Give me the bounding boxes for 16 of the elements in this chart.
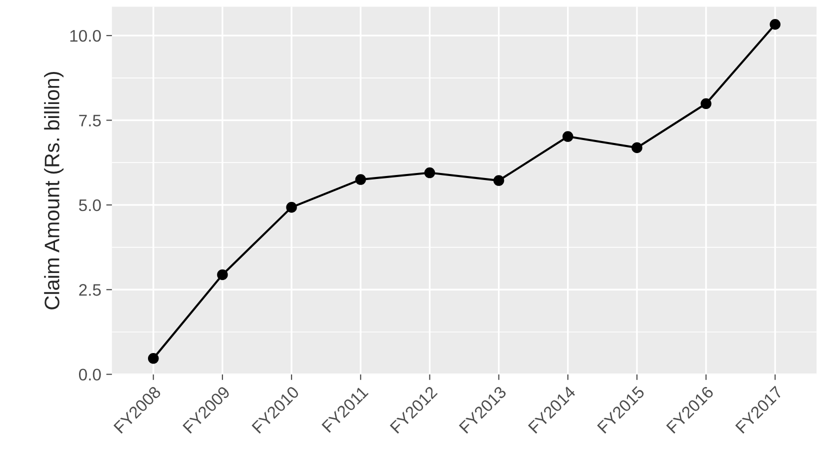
- point: [217, 269, 228, 280]
- point: [632, 142, 642, 154]
- point: [700, 98, 712, 110]
- y-tick-label: 10.0: [70, 30, 101, 42]
- y-tick-label: 5.0: [79, 199, 101, 212]
- point: [562, 131, 574, 142]
- y-tick-label: 0.0: [78, 368, 101, 381]
- point: [493, 175, 504, 186]
- y-tick-label: 2.5: [79, 284, 101, 296]
- point: [148, 353, 159, 364]
- point: [355, 174, 366, 185]
- point: [286, 202, 297, 213]
- point: [424, 167, 436, 178]
- point: [770, 19, 780, 30]
- y-axis-title: Claim Amount (Rs. billion): [44, 72, 64, 310]
- y-tick-label: 7.5: [79, 114, 101, 126]
